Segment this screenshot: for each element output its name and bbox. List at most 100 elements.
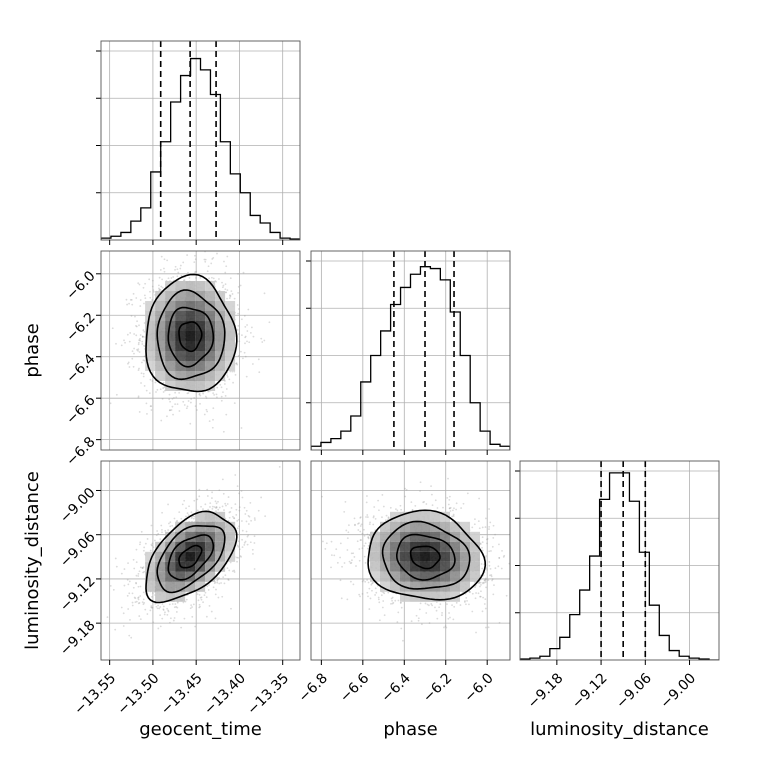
sample-point — [390, 602, 392, 605]
density-cell — [155, 571, 166, 582]
density-cell — [165, 310, 176, 321]
sample-point — [263, 292, 266, 295]
sample-point — [157, 284, 160, 287]
sample-point — [137, 369, 140, 372]
sample-point — [371, 589, 373, 592]
sample-point — [218, 278, 220, 280]
sample-point — [227, 578, 230, 580]
sample-point — [494, 533, 496, 536]
sample-point — [238, 525, 240, 528]
sample-point — [176, 601, 179, 604]
sample-point — [169, 621, 171, 624]
sample-point — [161, 529, 163, 531]
sample-point — [505, 594, 508, 597]
sample-point — [159, 269, 162, 271]
density-cell — [195, 581, 206, 592]
sample-point — [222, 492, 225, 495]
sample-point — [156, 388, 159, 391]
sample-point — [150, 596, 153, 598]
sample-point — [233, 370, 236, 373]
sample-point — [481, 546, 483, 549]
sample-point — [465, 603, 467, 606]
sample-point — [144, 542, 147, 545]
sample-point — [134, 597, 137, 600]
sample-point — [114, 557, 117, 560]
sample-point — [163, 267, 165, 270]
sample-point — [490, 574, 493, 576]
sample-point — [135, 325, 138, 328]
sample-point — [233, 569, 236, 572]
contour-level — [145, 510, 238, 604]
sample-point — [466, 599, 468, 602]
sample-point — [214, 500, 217, 503]
sample-point — [193, 499, 196, 502]
sample-point — [246, 330, 249, 332]
sample-point — [480, 563, 483, 565]
sample-point — [241, 538, 243, 541]
sample-point — [141, 336, 144, 338]
sample-point — [389, 506, 392, 509]
sample-point — [198, 488, 201, 491]
sample-point — [387, 516, 390, 519]
sample-point — [151, 279, 154, 282]
sample-point — [183, 499, 186, 502]
sample-point — [220, 395, 223, 398]
sample-point — [138, 570, 141, 573]
sample-point — [243, 314, 246, 317]
sample-point — [236, 485, 239, 487]
sample-point — [188, 505, 190, 508]
sample-point — [152, 289, 155, 292]
sample-point — [151, 469, 153, 471]
sample-point — [162, 605, 165, 608]
sample-point — [161, 531, 163, 534]
sample-point — [363, 528, 365, 531]
sample-point — [235, 556, 238, 559]
sample-point — [485, 578, 487, 581]
sample-point — [339, 579, 342, 582]
sample-point — [139, 541, 142, 544]
sample-point — [141, 601, 144, 604]
sample-point — [137, 585, 140, 588]
sample-point — [174, 268, 176, 271]
sample-point — [247, 534, 250, 537]
sample-point — [151, 542, 154, 545]
sample-point — [200, 505, 202, 508]
density-cell — [155, 581, 166, 592]
sample-point — [134, 601, 137, 603]
sample-point — [414, 504, 417, 507]
sample-point — [411, 509, 414, 511]
sample-point — [131, 303, 134, 306]
sample-point — [418, 608, 421, 611]
sample-point — [125, 298, 128, 301]
density-cell — [195, 320, 206, 331]
sample-point — [358, 559, 361, 562]
sample-point — [211, 505, 214, 508]
density-cell — [185, 531, 196, 542]
density-cell — [195, 551, 206, 562]
sample-point — [176, 606, 179, 609]
sample-point — [205, 408, 208, 411]
sample-point — [244, 342, 246, 345]
sample-point — [168, 522, 170, 525]
sample-point — [221, 281, 223, 284]
sample-point — [156, 530, 159, 532]
sample-point — [155, 605, 158, 608]
sample-point — [216, 396, 218, 399]
sample-point — [241, 546, 244, 549]
sample-point — [111, 327, 114, 330]
sample-point — [191, 243, 193, 245]
sample-point — [227, 579, 230, 582]
sample-point — [237, 285, 240, 288]
sample-point — [220, 582, 222, 584]
sample-point — [234, 503, 237, 506]
sample-point — [481, 567, 484, 570]
sample-point — [482, 582, 484, 585]
density-cell — [175, 380, 186, 391]
sample-point — [481, 536, 484, 539]
sample-point — [228, 516, 231, 519]
sample-point — [203, 594, 206, 597]
scatter-panel-geocent_time-vs-phase — [96, 243, 301, 471]
sample-point — [176, 519, 179, 522]
sample-point — [182, 400, 185, 403]
sample-point — [211, 507, 214, 510]
